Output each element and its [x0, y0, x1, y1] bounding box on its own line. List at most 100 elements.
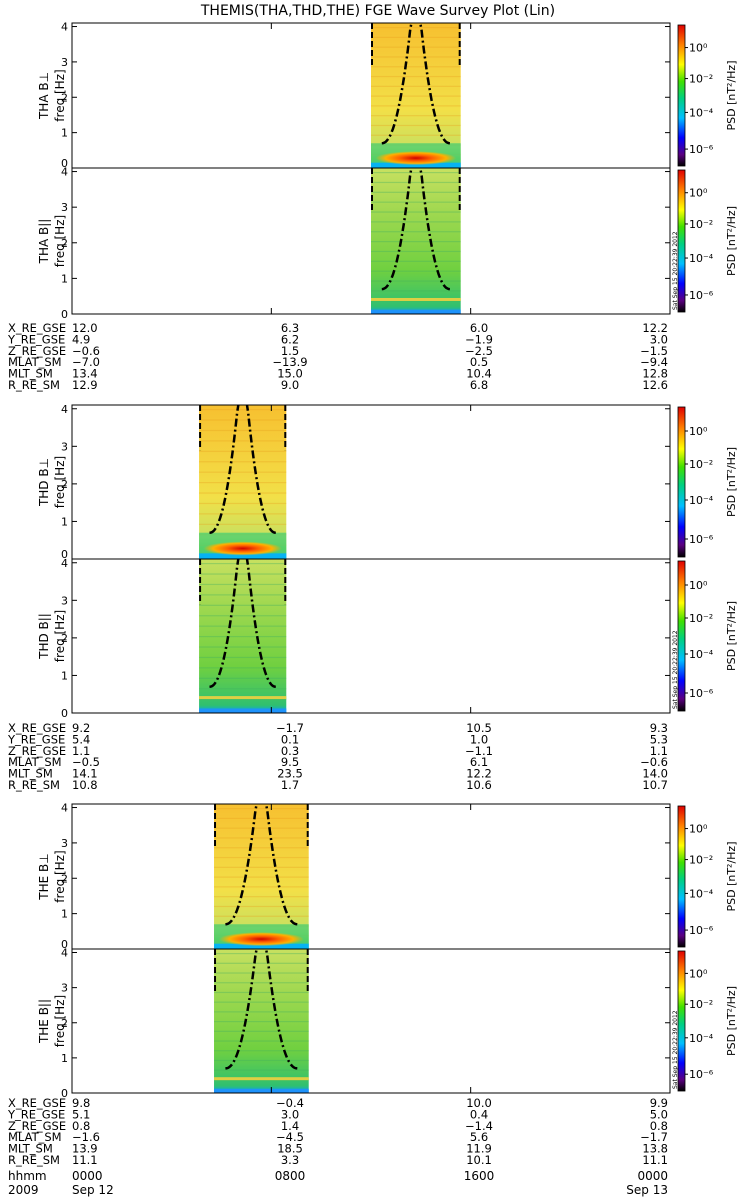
- ephemeris-row-label: MLAT_SM: [8, 1130, 62, 1144]
- colorbar-tick-label: 10⁰: [689, 967, 708, 980]
- ephemeris-value: 10.0: [466, 1096, 492, 1110]
- colorbar-tick-label: 10⁰: [689, 187, 708, 200]
- colorbar-tick-label: 10⁻²: [689, 218, 713, 231]
- spectrogram-data-block: [371, 168, 461, 314]
- ephemeris-value: 5.1: [72, 1107, 90, 1121]
- ephemeris-value: −1.6: [72, 1130, 100, 1144]
- ephemeris-table: X_RE_GSE 12.0 6.3 6.0 12.2 Y_RE_GSE 4.9 6.2 −1.9…: [7, 321, 668, 392]
- ephemeris-value: 12.2: [642, 321, 668, 335]
- ephemeris-value: 9.2: [72, 721, 90, 735]
- colorbar: 10⁰ 10⁻² 10⁻⁴ 10⁻⁶ PSD [nT²/Hz] Sat Sep 15 20…: [672, 560, 738, 712]
- spectrogram-texture-row: [371, 105, 461, 107]
- spectrogram-texture-row: [371, 260, 461, 262]
- ephemeris-value: 0.4: [470, 1107, 488, 1121]
- y-tick-label: 4: [61, 557, 68, 570]
- colorbar: 10⁰ 10⁻² 10⁻⁴ 10⁻⁶ PSD [nT²/Hz]: [677, 24, 738, 167]
- ephemeris-value: 15.0: [277, 367, 303, 381]
- y-tick-label: 4: [61, 947, 68, 960]
- colorbar-tick-label: 10⁻⁴: [689, 494, 714, 507]
- spectrogram-texture-row: [214, 1050, 309, 1052]
- y-tick-label: 4: [61, 166, 68, 179]
- lowest-frequency-band: [371, 309, 461, 314]
- spectrogram-texture-row: [199, 482, 287, 484]
- panel-label: THE B⊥: [37, 853, 51, 900]
- colorbar-scale: [677, 24, 686, 167]
- y-tick-label: 0: [61, 1087, 68, 1100]
- colorbar-tick-label: 10⁰: [689, 579, 708, 592]
- colorbar-tick-label: 10⁻⁶: [689, 143, 714, 156]
- spectrogram-texture-row: [199, 573, 287, 575]
- spectrogram-texture-row: [214, 1030, 309, 1032]
- spectrogram-texture-row: [371, 221, 461, 223]
- spectrogram-texture-row: [199, 625, 287, 627]
- spectrogram-texture-row: [214, 837, 309, 839]
- gyro-frequency-curve: [209, 558, 240, 688]
- colorbar-tick-label: 10⁰: [689, 823, 708, 836]
- y-tick-label: 2: [61, 872, 68, 885]
- panel-frame: [71, 167, 671, 315]
- ephemeris-row-label: R_RE_SM: [8, 778, 60, 792]
- colorbar-tick-label: 10⁻²: [689, 458, 713, 471]
- spectrogram-texture-row: [214, 962, 309, 964]
- spectrogram-panel: 0 1 2 3 4 THA B|| freq [Hz] 10⁰ 10⁻² 10⁻⁴ 10⁻⁶ PSD …: [37, 166, 738, 321]
- spectrogram-texture-row: [214, 953, 309, 955]
- spectrogram-texture-row: [199, 656, 287, 659]
- panel-label: THD B||: [37, 613, 51, 660]
- panel-label: THE B||: [37, 999, 51, 1044]
- ephemeris-value: 12.0: [72, 321, 98, 335]
- ephemeris-row-label: MLT_SM: [8, 767, 53, 781]
- y-tick-label: 1: [61, 908, 68, 921]
- time-tick-1: 0800: [275, 1169, 306, 1183]
- colorbar-scale: [677, 560, 686, 712]
- ephemeris-row-label: X_RE_GSE: [8, 721, 66, 735]
- spectrogram-texture-row: [371, 56, 461, 58]
- ephemeris-value: 5.4: [72, 732, 90, 746]
- ephemeris-value: 12.6: [642, 378, 668, 392]
- y-tick-label: 1: [61, 272, 68, 285]
- spectrogram-texture-row: [371, 290, 461, 292]
- ephemeris-value: 1.0: [470, 732, 488, 746]
- spectrogram-texture-row: [371, 241, 461, 243]
- spectrogram-texture-row: [371, 134, 461, 136]
- ephemeris-value: −1.4: [465, 1119, 493, 1133]
- ephemeris-value: 11.1: [642, 1153, 668, 1167]
- ephemeris-row-label: MLT_SM: [8, 367, 53, 381]
- panel-axis-label: freq [Hz]: [53, 69, 67, 121]
- spectrogram-texture-row: [214, 847, 309, 849]
- spectrogram-texture-row: [371, 115, 461, 117]
- ephemeris-value: 12.2: [466, 767, 492, 781]
- ephemeris-value: −0.6: [640, 755, 668, 769]
- spectrogram-texture-row: [371, 231, 461, 233]
- ephemeris-row-label: R_RE_SM: [8, 1153, 60, 1167]
- y-tick-label: 3: [61, 837, 68, 850]
- figure-title: THEMIS(THA,THD,THE) FGE Wave Survey Plot…: [200, 3, 555, 19]
- panel-axis-label: freq [Hz]: [53, 610, 67, 662]
- plot-timestamp: Sat Sep 15 20:22:39 2012: [672, 630, 679, 709]
- colorbar-tick-label: 10⁻²: [689, 854, 713, 867]
- ephemeris-row-label: Z_RE_GSE: [8, 744, 66, 758]
- panel-label: THD B⊥: [37, 458, 51, 507]
- ephemeris-row-label: MLAT_SM: [8, 355, 62, 369]
- gyro-frequency-curve: [264, 948, 298, 1070]
- spectrogram-panel: 0 1 2 3 4 THD B|| freq [Hz] 10⁰ 10⁻² 10⁻⁴ 10⁻⁶ PSD …: [37, 557, 738, 720]
- spectrogram-texture-row: [199, 450, 287, 452]
- ephemeris-value: 6.8: [470, 378, 488, 392]
- spectrogram-texture-row: [199, 677, 287, 679]
- spectrogram-texture-row: [371, 66, 461, 68]
- ephemeris-value: −0.5: [72, 755, 100, 769]
- ephemeris-value: 9.9: [650, 1096, 668, 1110]
- spectrogram-texture-row: [214, 1059, 309, 1062]
- ephemeris-value: 1.5: [281, 344, 299, 358]
- low-frequency-line: [199, 696, 287, 700]
- spectrogram-texture-row: [199, 563, 287, 565]
- colorbar: 10⁰ 10⁻² 10⁻⁴ 10⁻⁶ PSD [nT²/Hz] Sat Sep 15 20…: [672, 169, 738, 313]
- spectrogram-texture-row: [214, 1021, 309, 1023]
- ephemeris-row-label: MLAT_SM: [8, 755, 62, 769]
- time-axis-label: hhmm: [8, 1169, 47, 1183]
- time-tick-2: 1600: [464, 1169, 495, 1183]
- ephemeris-value: −7.0: [72, 355, 100, 369]
- colorbar-scale: [677, 169, 686, 313]
- lowest-frequency-band: [199, 708, 287, 713]
- lowest-frequency-band: [214, 943, 309, 949]
- ephemeris-value: 0.5: [470, 355, 488, 369]
